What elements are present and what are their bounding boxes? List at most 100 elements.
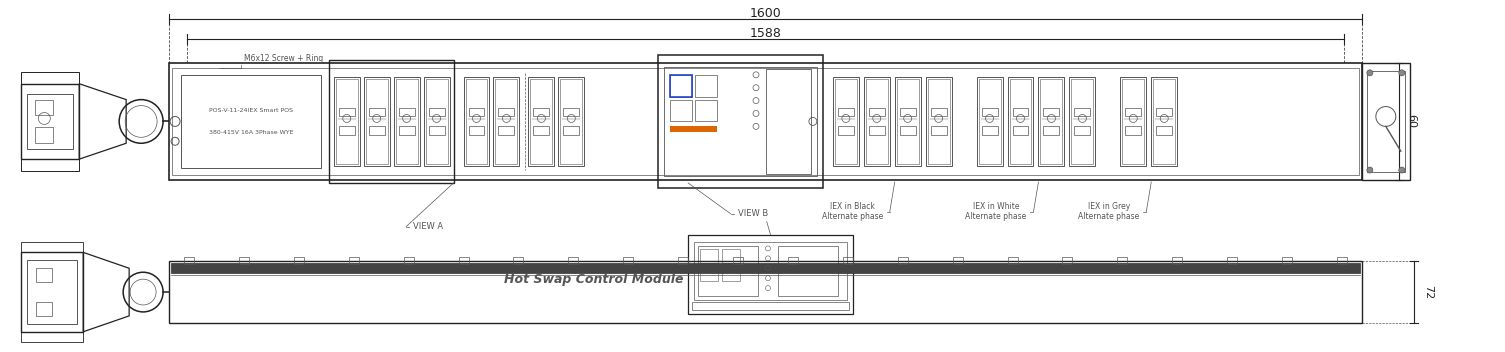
Bar — [1126, 108, 1141, 117]
Text: VIEW A: VIEW A — [414, 222, 444, 231]
Bar — [695, 75, 716, 97]
Bar — [513, 257, 524, 264]
Bar — [897, 79, 918, 164]
Bar — [1153, 79, 1175, 164]
Bar — [1075, 126, 1091, 135]
Bar — [1227, 257, 1237, 264]
Bar — [1126, 126, 1141, 135]
Bar — [670, 100, 692, 121]
Bar — [1007, 77, 1034, 166]
Bar — [658, 55, 823, 188]
Bar — [339, 126, 355, 135]
Bar — [1336, 257, 1347, 264]
Bar — [495, 79, 518, 164]
Bar — [1362, 63, 1410, 180]
Text: VIEW B: VIEW B — [737, 209, 768, 218]
Bar — [468, 108, 485, 117]
Bar — [169, 261, 1362, 323]
Bar — [1013, 108, 1028, 117]
Bar — [560, 79, 582, 164]
Bar — [977, 77, 1002, 166]
Bar — [1156, 108, 1172, 117]
Bar — [664, 67, 817, 176]
Bar — [35, 100, 53, 115]
Bar — [35, 127, 53, 143]
Bar — [930, 126, 947, 135]
Bar — [396, 79, 417, 164]
Bar — [181, 75, 321, 168]
Bar — [464, 77, 489, 166]
Bar — [21, 252, 83, 332]
Bar — [1282, 257, 1291, 264]
Bar — [426, 79, 447, 164]
Bar — [838, 108, 853, 117]
Bar — [698, 246, 759, 296]
Text: IEX in White
Alternate phase: IEX in White Alternate phase — [965, 202, 1026, 221]
Bar — [981, 126, 998, 135]
Bar — [27, 94, 74, 149]
Text: 380-415V 16A 3Phase WYE: 380-415V 16A 3Phase WYE — [209, 130, 293, 135]
Bar — [468, 126, 485, 135]
Bar — [459, 257, 468, 264]
Bar — [399, 126, 414, 135]
Circle shape — [1367, 70, 1373, 76]
Bar — [895, 77, 921, 166]
Circle shape — [1367, 167, 1373, 173]
Bar — [1172, 257, 1183, 264]
Bar — [21, 84, 80, 159]
Bar — [21, 332, 83, 342]
Bar — [369, 108, 385, 117]
Bar — [328, 60, 453, 183]
Bar — [172, 263, 1361, 273]
Bar — [403, 257, 414, 264]
Bar — [733, 257, 743, 264]
Bar — [1075, 108, 1091, 117]
Bar — [926, 77, 951, 166]
Text: 72: 72 — [1422, 285, 1433, 299]
Bar — [832, 77, 859, 166]
Bar — [688, 234, 853, 314]
Bar — [670, 75, 692, 97]
Bar — [336, 79, 358, 164]
Bar — [394, 77, 420, 166]
Bar — [900, 108, 915, 117]
Bar — [1063, 257, 1073, 264]
Bar — [1038, 77, 1064, 166]
Bar — [399, 108, 414, 117]
Bar — [679, 257, 688, 264]
Circle shape — [1398, 167, 1404, 173]
Bar — [623, 257, 634, 264]
Text: 1588: 1588 — [749, 27, 781, 40]
Bar — [930, 108, 947, 117]
Bar — [1040, 79, 1063, 164]
Bar — [364, 77, 390, 166]
Bar — [835, 79, 856, 164]
Bar — [1013, 126, 1028, 135]
Bar — [843, 257, 853, 264]
Bar — [293, 257, 304, 264]
Bar — [528, 77, 554, 166]
Bar — [569, 257, 578, 264]
Bar — [239, 257, 248, 264]
Bar — [1123, 79, 1144, 164]
Bar — [1007, 257, 1017, 264]
Bar — [423, 77, 450, 166]
Text: 1600: 1600 — [749, 7, 781, 20]
Bar — [1043, 108, 1060, 117]
Bar — [1010, 79, 1031, 164]
Text: M6x12 Screw + Ring: M6x12 Screw + Ring — [244, 54, 324, 63]
Bar — [339, 108, 355, 117]
Bar — [670, 75, 692, 97]
Bar — [21, 243, 83, 252]
Bar — [169, 63, 1362, 180]
Bar — [563, 108, 579, 117]
Bar — [558, 77, 584, 166]
Bar — [533, 126, 549, 135]
Text: 60: 60 — [1406, 114, 1416, 128]
Bar — [498, 126, 515, 135]
Bar — [778, 246, 838, 296]
Bar — [1156, 126, 1172, 135]
Bar — [670, 126, 716, 132]
Text: Hot Swap Control Module: Hot Swap Control Module — [504, 273, 683, 286]
Bar — [981, 108, 998, 117]
